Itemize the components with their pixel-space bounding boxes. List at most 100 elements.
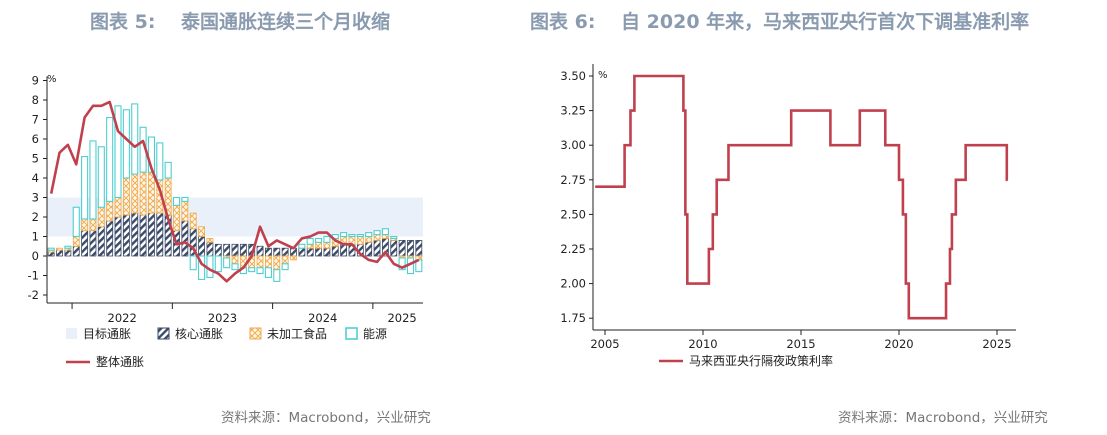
raw-food-bar xyxy=(81,218,89,232)
core-inflation-bar xyxy=(340,243,348,257)
energy-bar xyxy=(223,257,231,269)
core-inflation-bar xyxy=(156,212,164,257)
policy-rate-line xyxy=(595,74,1009,320)
energy-bar xyxy=(172,196,181,206)
energy-bar xyxy=(248,267,256,273)
legend-swatch-food xyxy=(249,327,262,340)
raw-food-bar xyxy=(306,243,314,249)
x-tick-label: 2023 xyxy=(208,311,237,325)
raw-food-bar xyxy=(173,204,180,232)
energy-bar xyxy=(64,245,72,249)
energy-bar xyxy=(122,109,130,179)
y-tick-label: -1 xyxy=(28,269,39,283)
energy-bar xyxy=(156,142,164,181)
y-tick-label: 8 xyxy=(32,93,39,107)
core-inflation-bar xyxy=(315,247,322,257)
core-inflation-bar xyxy=(56,249,63,257)
headline-inflation-line xyxy=(49,100,420,283)
energy-bar xyxy=(106,117,114,202)
energy-bar xyxy=(181,196,189,202)
y-tick-label: 2.00 xyxy=(560,277,586,291)
legend-label-band: 目标通胀 xyxy=(83,327,131,341)
raw-food-bar xyxy=(89,218,97,232)
raw-food-bar xyxy=(231,255,239,265)
raw-food-bar xyxy=(373,234,381,241)
raw-food-bar xyxy=(97,206,105,228)
energy-bar xyxy=(189,255,197,271)
energy-bar xyxy=(273,269,281,282)
y-tick-label: 9 xyxy=(32,74,39,88)
core-inflation-bar xyxy=(407,239,414,257)
core-inflation-bar xyxy=(122,214,130,257)
energy-bar xyxy=(114,105,122,199)
energy-bar xyxy=(381,228,389,236)
energy-bar xyxy=(131,103,139,175)
x-tick-label: 2005 xyxy=(590,337,619,351)
raw-food-bar xyxy=(273,255,281,271)
x-tick-label: 2020 xyxy=(884,337,913,351)
energy-bar xyxy=(314,237,323,243)
energy-bar xyxy=(214,255,222,273)
core-inflation-bar xyxy=(323,247,331,257)
y-tick-label: 2.75 xyxy=(560,173,586,187)
y-tick-label: -2 xyxy=(28,288,39,302)
y-tick-label: 3.00 xyxy=(560,138,586,152)
energy-bar xyxy=(398,257,406,271)
raw-food-bar xyxy=(56,247,63,251)
right-source: 资料来源：Macrobond，兴业研究 xyxy=(838,410,1048,426)
raw-food-bar xyxy=(106,200,114,222)
left-axes: -2 -1 0 1 2 3 4 5 6 7 8 9 2022 2023 2024 2025 xyxy=(28,74,423,325)
raw-food-bar xyxy=(206,238,214,243)
energy-bar xyxy=(390,235,398,240)
right-chart-title: 图表 6: 自 2020 年来，马来西亚央行首次下调基准利率 xyxy=(530,10,1029,33)
core-inflation-bar xyxy=(114,216,122,257)
raw-food-bar xyxy=(315,241,322,249)
x-tick-label: 2025 xyxy=(982,337,1011,351)
y-tick-label: 2.50 xyxy=(560,207,586,221)
core-inflation-bar xyxy=(106,220,114,257)
x-tick-label: 2022 xyxy=(108,311,137,325)
legend-swatch-band xyxy=(66,328,77,339)
raw-food-bar xyxy=(72,236,80,247)
raw-food-bar xyxy=(256,255,264,269)
core-inflation-bar xyxy=(89,230,97,257)
core-inflation-bar xyxy=(81,230,89,257)
core-inflation-bar xyxy=(415,239,423,257)
left-chart: 图表 5: 泰国通胀连续三个月收缩 -2 -1 0 1 2 3 4 5 6 7 8 9 2022 2023… xyxy=(28,10,431,426)
y-tick-label: 2 xyxy=(32,210,39,224)
core-inflation-bar xyxy=(331,245,339,257)
legend-swatch-energy xyxy=(345,327,358,340)
core-inflation-bar xyxy=(223,243,231,257)
legend-label-policy-rate: 马来西亚央行隔夜政策利率 xyxy=(689,353,833,368)
raw-food-bar xyxy=(189,212,197,230)
y-tick-label: 0 xyxy=(32,249,39,263)
core-inflation-bar xyxy=(198,236,205,257)
right-legend: 马来西亚央行隔夜政策利率 xyxy=(659,353,833,368)
raw-food-bar xyxy=(323,241,331,249)
raw-food-bar xyxy=(139,171,147,216)
x-tick-label: 2025 xyxy=(387,311,416,325)
core-inflation-bar xyxy=(47,251,55,257)
raw-food-bar xyxy=(265,255,272,269)
core-inflation-bar xyxy=(265,247,272,257)
raw-food-bar xyxy=(122,177,130,216)
raw-food-bar xyxy=(148,171,155,214)
core-inflation-bar xyxy=(214,243,222,257)
raw-food-bar xyxy=(181,200,189,222)
energy-bar xyxy=(164,161,172,179)
headline-inflation-series xyxy=(49,100,420,283)
left-chart-title: 图表 5: 泰国通胀连续三个月收缩 xyxy=(90,10,390,33)
energy-bar xyxy=(356,234,364,238)
legend-swatch-core xyxy=(157,327,170,340)
legend-label-energy: 能源 xyxy=(363,327,387,341)
raw-food-bar xyxy=(198,226,205,237)
energy-bar xyxy=(323,235,331,243)
legend-label-food: 未加工食品 xyxy=(267,326,327,341)
legend-label-core: 核心通胀 xyxy=(175,327,223,341)
core-inflation-bar xyxy=(273,247,281,257)
energy-bar xyxy=(89,140,97,220)
core-inflation-bar xyxy=(64,249,72,257)
y-tick-label: 1.75 xyxy=(560,311,586,325)
